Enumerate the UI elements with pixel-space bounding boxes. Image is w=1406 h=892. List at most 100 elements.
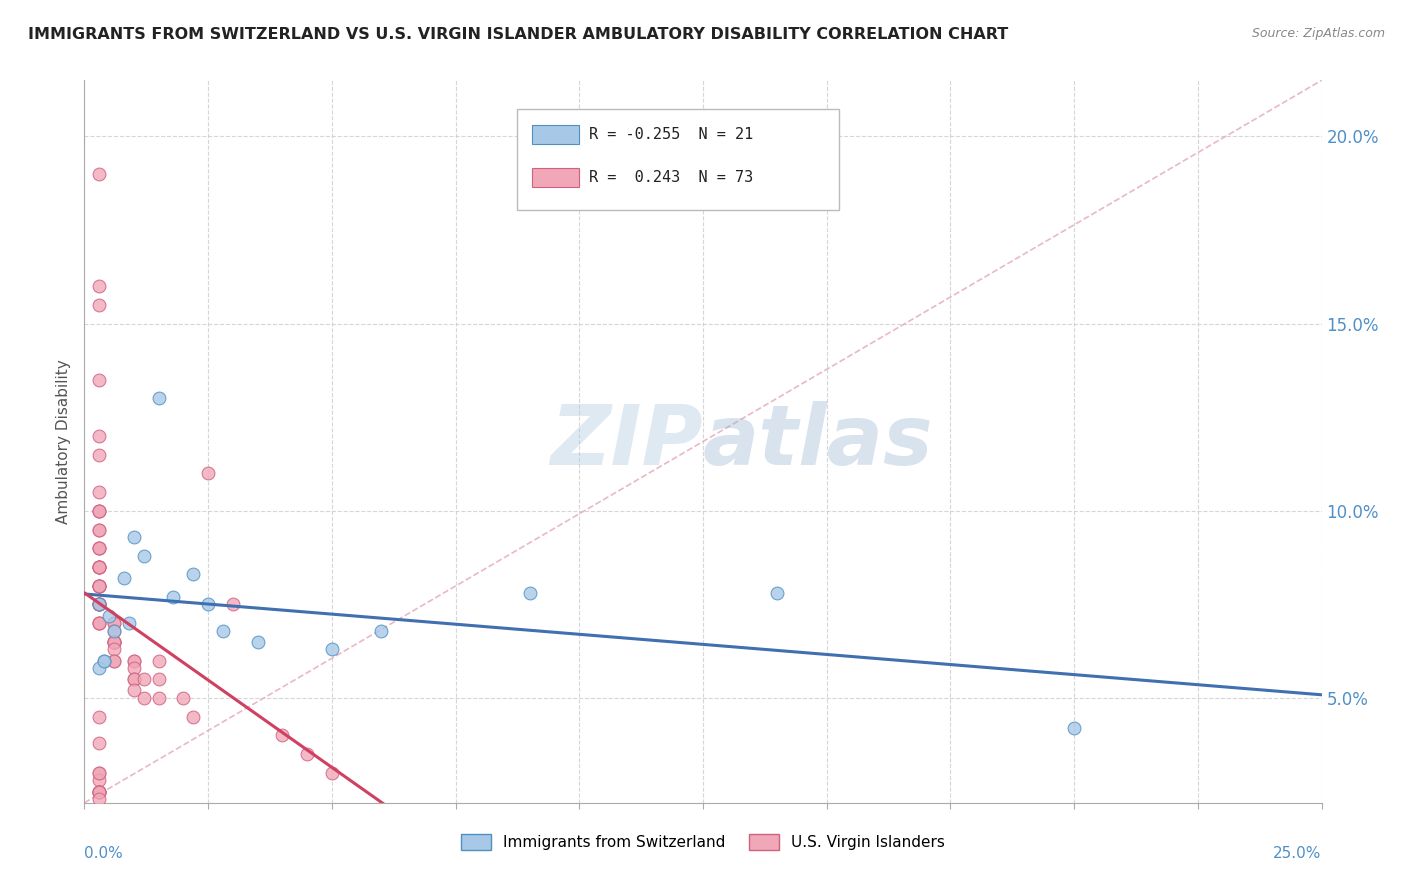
Point — [89, 598, 111, 612]
Point — [89, 504, 111, 518]
Point — [89, 523, 111, 537]
Point — [103, 616, 125, 631]
Point — [89, 773, 111, 788]
Y-axis label: Ambulatory Disability: Ambulatory Disability — [56, 359, 72, 524]
Point — [93, 654, 115, 668]
Point — [89, 598, 111, 612]
Point — [103, 616, 125, 631]
Point — [98, 608, 121, 623]
Point — [89, 784, 111, 798]
Point — [122, 654, 145, 668]
Point — [89, 765, 111, 780]
Text: R = -0.255  N = 21: R = -0.255 N = 21 — [589, 127, 754, 142]
Point — [112, 571, 135, 585]
Point — [89, 279, 111, 293]
Point — [162, 590, 184, 604]
Point — [766, 586, 789, 600]
Point — [132, 690, 155, 705]
Point — [181, 567, 204, 582]
Point — [89, 579, 111, 593]
Point — [103, 635, 125, 649]
Point — [122, 661, 145, 675]
Point — [132, 673, 155, 687]
Point — [122, 673, 145, 687]
Point — [89, 784, 111, 798]
Point — [118, 616, 141, 631]
Point — [172, 690, 194, 705]
Point — [89, 560, 111, 574]
Point — [246, 635, 269, 649]
Point — [222, 598, 245, 612]
Point — [103, 635, 125, 649]
Point — [89, 298, 111, 312]
Point — [89, 541, 111, 556]
Point — [197, 598, 219, 612]
Point — [122, 654, 145, 668]
Point — [122, 530, 145, 544]
Point — [370, 624, 392, 638]
Point — [271, 728, 294, 742]
Point — [148, 673, 170, 687]
Legend: Immigrants from Switzerland, U.S. Virgin Islanders: Immigrants from Switzerland, U.S. Virgin… — [454, 829, 952, 856]
Point — [148, 654, 170, 668]
Point — [89, 560, 111, 574]
Point — [89, 429, 111, 443]
Point — [89, 560, 111, 574]
Point — [89, 504, 111, 518]
Point — [122, 683, 145, 698]
Point — [103, 654, 125, 668]
Point — [181, 709, 204, 723]
Point — [89, 616, 111, 631]
FancyBboxPatch shape — [517, 109, 839, 211]
Point — [89, 598, 111, 612]
Point — [89, 736, 111, 750]
Point — [212, 624, 235, 638]
Point — [93, 654, 115, 668]
Text: Source: ZipAtlas.com: Source: ZipAtlas.com — [1251, 27, 1385, 40]
Point — [89, 541, 111, 556]
Point — [89, 765, 111, 780]
Point — [103, 635, 125, 649]
Point — [103, 635, 125, 649]
Point — [89, 167, 111, 181]
Point — [89, 598, 111, 612]
Point — [132, 549, 155, 563]
Text: 0.0%: 0.0% — [84, 847, 124, 861]
Point — [122, 673, 145, 687]
Point — [321, 765, 343, 780]
Point — [89, 579, 111, 593]
Point — [519, 586, 541, 600]
Point — [89, 579, 111, 593]
Point — [148, 392, 170, 406]
Point — [103, 635, 125, 649]
Point — [89, 709, 111, 723]
Point — [89, 598, 111, 612]
Point — [89, 616, 111, 631]
Point — [89, 784, 111, 798]
Point — [295, 747, 318, 761]
Point — [89, 560, 111, 574]
Point — [89, 661, 111, 675]
Point — [103, 624, 125, 638]
Point — [89, 579, 111, 593]
Point — [89, 784, 111, 798]
Text: atlas: atlas — [703, 401, 934, 482]
Text: IMMIGRANTS FROM SWITZERLAND VS U.S. VIRGIN ISLANDER AMBULATORY DISABILITY CORREL: IMMIGRANTS FROM SWITZERLAND VS U.S. VIRG… — [28, 27, 1008, 42]
Point — [1063, 721, 1085, 735]
Point — [89, 579, 111, 593]
FancyBboxPatch shape — [533, 169, 579, 187]
Point — [103, 642, 125, 657]
FancyBboxPatch shape — [533, 125, 579, 144]
Point — [103, 624, 125, 638]
Point — [89, 485, 111, 500]
Point — [89, 448, 111, 462]
Text: R =  0.243  N = 73: R = 0.243 N = 73 — [589, 170, 754, 186]
Point — [89, 792, 111, 806]
Point — [89, 784, 111, 798]
Point — [89, 560, 111, 574]
Point — [89, 598, 111, 612]
Point — [89, 373, 111, 387]
Point — [89, 504, 111, 518]
Point — [89, 616, 111, 631]
Text: 25.0%: 25.0% — [1274, 847, 1322, 861]
